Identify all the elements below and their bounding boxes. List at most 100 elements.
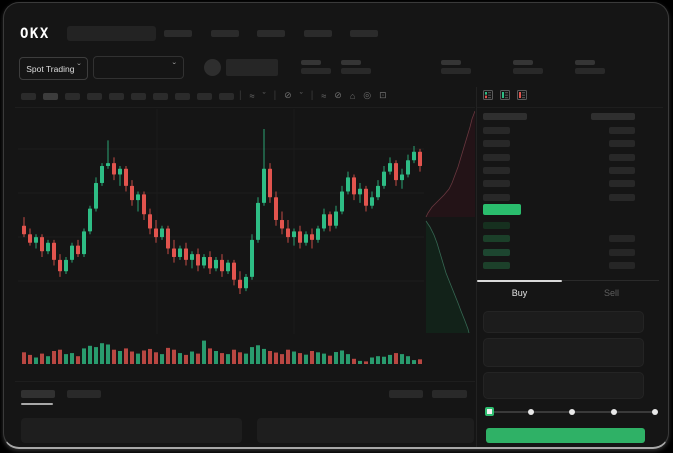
volume-bar: [190, 351, 194, 364]
snapshot-icon[interactable]: ⌂: [349, 90, 356, 101]
indicator-icon[interactable]: ⊘: [284, 90, 292, 100]
volume-bar: [226, 354, 230, 364]
candle: [130, 185, 134, 201]
timeframe-button[interactable]: [87, 93, 102, 100]
fullscreen-icon[interactable]: ⊡: [379, 90, 387, 100]
candle: [214, 259, 218, 269]
volume-bar: [268, 351, 272, 364]
buy-submit-button[interactable]: [486, 428, 645, 443]
candle: [100, 165, 104, 184]
book-asks-icon[interactable]: [517, 90, 527, 100]
candle: [202, 256, 206, 266]
bid-price-placeholder: [483, 248, 510, 256]
bottom-action-2[interactable]: [432, 390, 467, 398]
candle: [382, 171, 386, 186]
orderbook-header-right: [591, 113, 635, 120]
slider-stop[interactable]: [527, 409, 534, 415]
volume-bar: [40, 353, 44, 364]
volume-bar: [220, 353, 224, 364]
trading-mode-selector[interactable]: Spot Trading ˇ: [19, 57, 88, 80]
trade-tabs: Buy Sell: [477, 280, 659, 302]
volume-bar: [304, 354, 308, 364]
timeframe-button[interactable]: [131, 93, 146, 100]
slider-stop[interactable]: [610, 409, 617, 415]
volume-bar: [46, 356, 50, 364]
candle: [46, 242, 50, 252]
bottom-tab-1[interactable]: [21, 390, 55, 398]
volume-bar: [322, 353, 326, 364]
nav-item-placeholder[interactable]: [350, 30, 378, 37]
total-input[interactable]: [483, 372, 644, 399]
timeframe-button[interactable]: [175, 93, 190, 100]
timeframe-button[interactable]: [219, 93, 234, 100]
ask-amount-placeholder: [609, 140, 635, 148]
candle: [160, 228, 164, 238]
tab-buy[interactable]: Buy: [511, 288, 528, 298]
okx-logo[interactable]: OKX: [20, 26, 50, 42]
amount-input[interactable]: [483, 338, 644, 367]
timeframe-button[interactable]: [43, 93, 58, 100]
bottom-tab-2[interactable]: [67, 390, 101, 398]
book-combined-icon[interactable]: [483, 90, 493, 100]
nav-item-placeholder[interactable]: [257, 30, 285, 37]
timeframe-button[interactable]: [153, 93, 168, 100]
nav-item-placeholder[interactable]: [210, 30, 239, 37]
timeframe-button[interactable]: [65, 93, 80, 100]
candle: [370, 197, 374, 206]
pair-name-placeholder: [226, 59, 278, 76]
search-input[interactable]: [67, 26, 156, 41]
tab-divider: [562, 280, 659, 281]
orderbook-header-left: [483, 113, 527, 120]
chart-type-icon[interactable]: ≈: [249, 90, 255, 101]
candle: [358, 188, 362, 195]
stat-value-placeholder: [513, 68, 543, 74]
volume-bar: [124, 348, 128, 364]
divider: [15, 381, 475, 382]
active-tab-indicator: [477, 280, 562, 282]
volume-bar: [364, 361, 368, 364]
volume-bar: [382, 356, 386, 364]
bottom-action-1[interactable]: [389, 390, 423, 398]
volume-bar: [238, 352, 242, 364]
price-input[interactable]: [483, 311, 644, 333]
candle: [52, 242, 56, 260]
candle: [262, 168, 266, 203]
overlay-icon[interactable]: ≈: [321, 90, 327, 101]
chart-type-chevron-icon[interactable]: ˇ: [262, 90, 266, 101]
tab-sell[interactable]: Sell: [603, 288, 619, 298]
candle: [328, 214, 332, 226]
candle: [178, 248, 182, 257]
book-bids-icon[interactable]: [500, 90, 510, 100]
slider-stop[interactable]: [652, 409, 658, 415]
candle: [40, 237, 44, 252]
candle: [232, 262, 236, 280]
last-price-highlight[interactable]: [483, 204, 521, 215]
ask-amount-placeholder: [609, 166, 635, 174]
pair-dropdown[interactable]: ˇ: [93, 56, 184, 79]
volume-bar: [376, 356, 380, 364]
candle: [208, 256, 212, 269]
stat-label-placeholder: [341, 60, 361, 65]
volume-bar: [262, 348, 266, 364]
candlestick-chart[interactable]: [18, 109, 424, 367]
alert-icon[interactable]: ◎: [363, 90, 372, 100]
ask-price-placeholder: [483, 127, 510, 134]
timeframe-button[interactable]: [21, 93, 36, 100]
stat-value-placeholder: [441, 68, 471, 74]
compare-icon[interactable]: ⊘: [334, 90, 342, 100]
nav-item-placeholder[interactable]: [164, 30, 192, 37]
candle: [334, 211, 338, 226]
ask-amount-placeholder: [609, 153, 635, 161]
slider-stop[interactable]: [569, 409, 575, 415]
timeframe-button[interactable]: [197, 93, 212, 100]
depth-chart[interactable]: [425, 111, 475, 333]
indicator-chevron-icon[interactable]: ˇ: [299, 90, 303, 101]
orderbook-mode-switcher: [483, 90, 527, 100]
bottom-block-1: [21, 418, 242, 443]
volume-bar: [34, 357, 38, 364]
nav-item-placeholder[interactable]: [303, 30, 332, 37]
volume-bar: [28, 354, 32, 364]
slider-handle[interactable]: [485, 407, 494, 416]
volume-bar: [58, 349, 62, 364]
timeframe-button[interactable]: [109, 93, 124, 100]
